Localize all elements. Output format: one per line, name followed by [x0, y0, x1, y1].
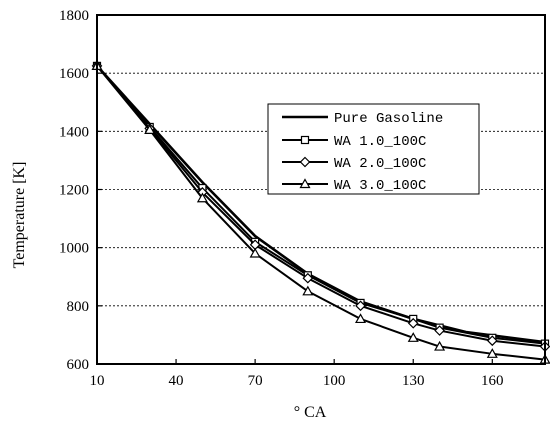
legend-marker-wa-1: [300, 135, 310, 145]
legend-item-wa-3: WA 3.0_100C: [282, 178, 426, 194]
legend-item-pure-gasoline: Pure Gasoline: [282, 111, 443, 127]
x-tick-label: 10: [90, 373, 105, 389]
data-point-series-2-7: [434, 325, 445, 336]
data-point-series-3-7: [434, 340, 446, 351]
y-tick-label: 1000: [59, 241, 89, 257]
data-point-series-2-4: [302, 272, 314, 284]
legend: Pure Gasoline WA 1.0_100C WA 2.0_100C WA…: [267, 103, 480, 195]
data-point-series-3-4: [302, 285, 314, 296]
legend-box: [267, 103, 480, 195]
x-axis-title: ° CA: [294, 404, 327, 421]
series-line-2: [96, 65, 546, 348]
series-line-1: [96, 65, 546, 345]
data-point-series-3-1: [144, 124, 156, 134]
legend-label-wa-3: WA 3.0_100C: [334, 178, 426, 194]
x-tick-label: 100: [323, 373, 346, 389]
x-tick-label: 130: [402, 373, 425, 389]
y-tick-label: 1800: [59, 8, 89, 24]
x-tick-label: 160: [481, 373, 504, 389]
legend-label-wa-2: WA 2.0_100C: [334, 156, 426, 172]
data-point-series-3-5: [355, 313, 367, 324]
legend-marker-wa-2: [299, 156, 311, 168]
data-point-series-3-3: [249, 247, 261, 258]
legend-label-wa-1: WA 1.0_100C: [334, 134, 426, 150]
series-line-3: [96, 65, 546, 361]
axis-ticks: 600 800 1000 1200 1400 1600 1800 10 40 70 100 130 16…: [59, 8, 504, 389]
series-lines: [91, 60, 550, 364]
y-tick-label: 800: [67, 299, 90, 315]
data-point-series-3-8: [486, 348, 498, 358]
x-tick-label: 40: [169, 373, 184, 389]
legend-marker-wa-3: [299, 178, 311, 189]
y-tick-label: 1400: [59, 124, 89, 140]
y-axis-title: Temperature [K]: [11, 162, 28, 269]
legend-label-pure-gasoline: Pure Gasoline: [334, 111, 443, 127]
data-point-series-2-8: [486, 335, 498, 347]
y-tick-label: 1200: [59, 183, 89, 199]
data-point-series-2-6: [407, 317, 419, 329]
x-tick-label: 70: [248, 373, 263, 389]
data-point-series-3-2: [196, 192, 208, 203]
y-tick-label: 1600: [59, 66, 89, 82]
data-point-series-2-5: [355, 300, 366, 312]
data-point-series-3-6: [407, 332, 419, 342]
legend-item-wa-2: WA 2.0_100C: [282, 156, 426, 172]
legend-item-wa-1: WA 1.0_100C: [282, 134, 426, 150]
y-tick-label: 600: [67, 357, 90, 373]
